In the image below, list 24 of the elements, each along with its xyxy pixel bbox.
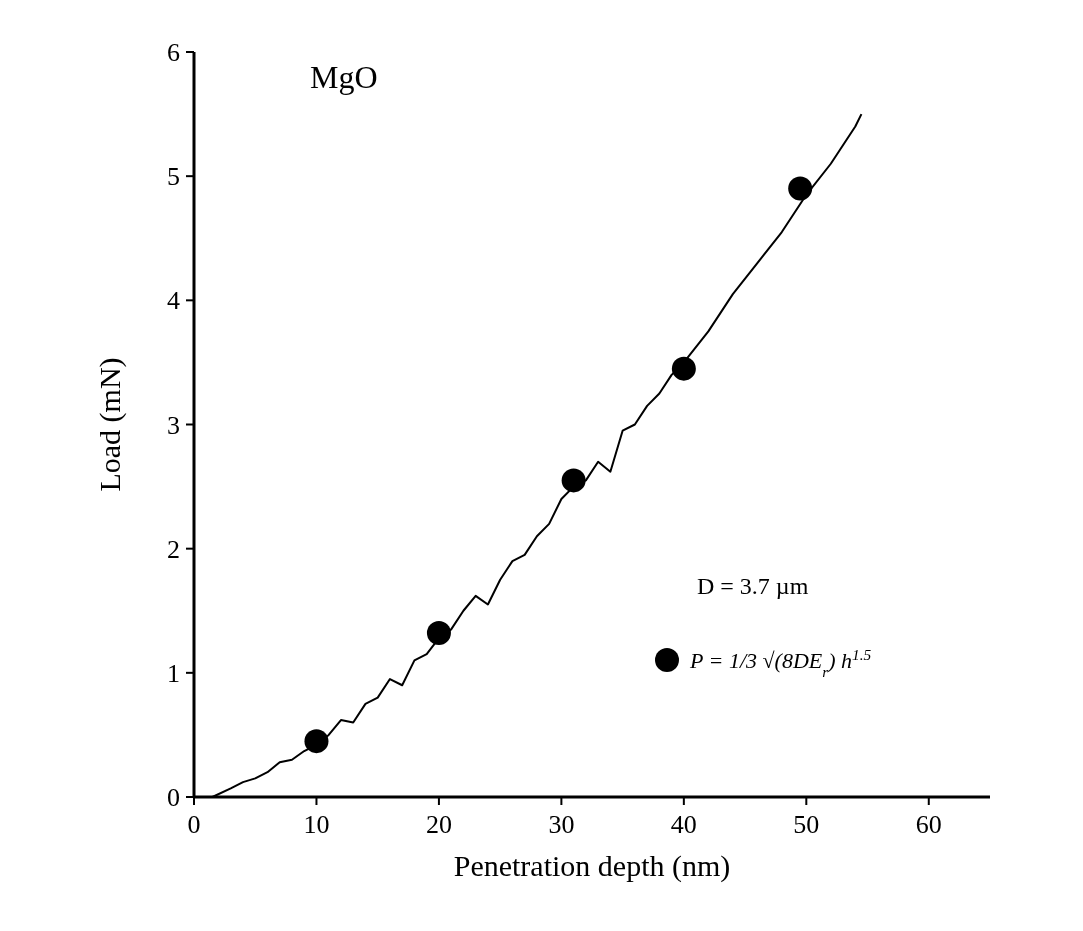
point: [561, 468, 586, 493]
annotation: MgO: [310, 59, 378, 95]
x-tick-label: 20: [425, 810, 452, 839]
y-tick-label: 6: [167, 38, 180, 68]
x-tick-label: 40: [670, 810, 697, 839]
point: [788, 176, 813, 201]
y-tick-label: 4: [167, 286, 180, 316]
x-tick-label: 30: [548, 810, 575, 839]
point: [426, 621, 451, 646]
point: [671, 356, 696, 381]
x-tick-label: 60: [915, 810, 942, 839]
y-tick-label: 3: [167, 410, 180, 440]
y-tick-label: 1: [167, 658, 180, 688]
y-tick-label: 0: [167, 783, 180, 813]
legend-label: P = 1/3 √(8DE$_{r}$) h$^{1.5}$: [689, 645, 872, 680]
y-axis-title: Load (mN): [93, 357, 127, 492]
y-tick-label: 2: [167, 534, 180, 564]
x-tick-label: 0: [187, 810, 201, 839]
x-tick-label: 10: [303, 810, 330, 839]
x-axis-title: Penetration depth (nm): [453, 849, 731, 883]
point: [304, 729, 329, 754]
annotation: D = 3.7 µm: [697, 573, 809, 599]
x-tick-label: 50: [793, 810, 820, 839]
y-tick-label: 5: [167, 162, 180, 192]
